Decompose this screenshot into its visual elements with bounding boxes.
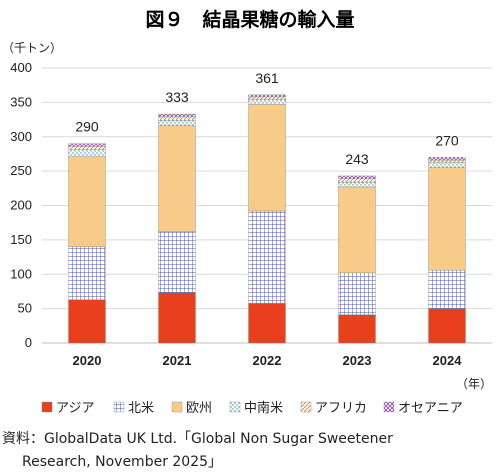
bar-segment-2024-4 bbox=[428, 162, 466, 168]
x-tick-label: 2024 bbox=[433, 353, 463, 368]
total-label: 333 bbox=[165, 89, 189, 105]
total-label: 290 bbox=[75, 119, 99, 135]
bar-segment-2021-4 bbox=[158, 120, 196, 126]
bar-segment-2021-6 bbox=[158, 113, 196, 118]
bar-segment-2023-1 bbox=[338, 314, 376, 344]
bar-segment-2020-4 bbox=[68, 149, 106, 157]
bar-segment-2024-6 bbox=[428, 157, 466, 161]
bar-segment-2021-1 bbox=[158, 292, 196, 344]
y-tick-label: 100 bbox=[10, 266, 32, 281]
legend-swatch bbox=[171, 401, 183, 413]
y-tick-label: 300 bbox=[10, 129, 32, 144]
bar-segment-2024-1 bbox=[428, 308, 466, 344]
y-axis-ticks: 0 50 100 150 200 250 300 350 400 bbox=[10, 60, 32, 350]
y-tick-label: 250 bbox=[10, 163, 32, 178]
total-label: 270 bbox=[435, 132, 459, 148]
legend-swatch bbox=[383, 401, 395, 413]
y-axis-label: （千トン） bbox=[2, 41, 62, 55]
total-label: 361 bbox=[255, 70, 279, 86]
bars bbox=[68, 94, 466, 344]
y-tick-label: 350 bbox=[10, 94, 32, 109]
legend-label: 中南米 bbox=[244, 400, 283, 416]
legend-label: オセアニア bbox=[398, 401, 463, 416]
legend-label: 欧州 bbox=[186, 401, 212, 416]
legend-label: アジア bbox=[56, 401, 94, 416]
bar-segment-2022-5 bbox=[248, 96, 286, 100]
bar-segment-2020-2 bbox=[68, 246, 106, 300]
chart-title: 図９ 結晶果糖の輸入量 bbox=[145, 8, 354, 31]
bar-segment-2023-4 bbox=[338, 181, 376, 188]
total-label: 243 bbox=[345, 151, 369, 167]
legend: アジア 北米 欧州 中南米 アフリカ オセアニア bbox=[41, 400, 463, 416]
y-tick-label: 400 bbox=[10, 60, 32, 75]
bar-segment-2022-1 bbox=[248, 302, 286, 344]
bar-segment-2024-5 bbox=[428, 159, 466, 164]
x-axis-label: （年） bbox=[456, 377, 492, 391]
source-line-2: Research, November 2025」 bbox=[22, 454, 222, 470]
bar-segment-2021-3 bbox=[158, 125, 196, 232]
bar-segment-2020-3 bbox=[68, 156, 106, 247]
y-tick-label: 0 bbox=[25, 335, 32, 350]
bar-segment-2022-6 bbox=[248, 94, 286, 98]
legend-label: アフリカ bbox=[315, 401, 367, 416]
bar-segment-2020-6 bbox=[68, 143, 106, 147]
legend-label: 北米 bbox=[128, 401, 154, 416]
legend-swatch bbox=[41, 401, 53, 413]
x-tick-label: 2023 bbox=[343, 353, 372, 368]
bar-segment-2020-1 bbox=[68, 299, 106, 344]
source-line-1: 資料：GlobalData UK Ltd.「Global Non Sugar S… bbox=[2, 431, 393, 447]
bar-segment-2024-3 bbox=[428, 167, 466, 271]
legend-swatch bbox=[113, 401, 125, 413]
x-tick-label: 2020 bbox=[73, 353, 102, 368]
legend-swatch bbox=[229, 401, 241, 413]
bar-segment-2023-5 bbox=[338, 178, 376, 183]
bar-segment-2023-3 bbox=[338, 186, 376, 274]
bar-segment-2022-4 bbox=[248, 99, 286, 105]
bar-segment-2023-6 bbox=[338, 175, 376, 179]
bar-segment-2022-2 bbox=[248, 210, 286, 304]
x-tick-label: 2022 bbox=[253, 353, 282, 368]
y-tick-label: 50 bbox=[18, 301, 32, 316]
bar-segment-2021-2 bbox=[158, 231, 196, 294]
x-axis-ticks: 2020 2021 2022 2023 2024 bbox=[73, 353, 463, 368]
bar-segment-2023-2 bbox=[338, 272, 376, 316]
bar-segment-2021-5 bbox=[158, 116, 196, 121]
y-tick-label: 200 bbox=[10, 198, 32, 213]
total-labels: 290 333 361 243 270 bbox=[75, 70, 459, 167]
bar-segment-2024-2 bbox=[428, 269, 466, 309]
bar-segment-2020-5 bbox=[68, 146, 106, 151]
legend-swatch bbox=[300, 401, 312, 413]
bar-segment-2022-3 bbox=[248, 104, 286, 212]
y-tick-label: 150 bbox=[10, 232, 32, 247]
x-tick-label: 2021 bbox=[163, 353, 192, 368]
